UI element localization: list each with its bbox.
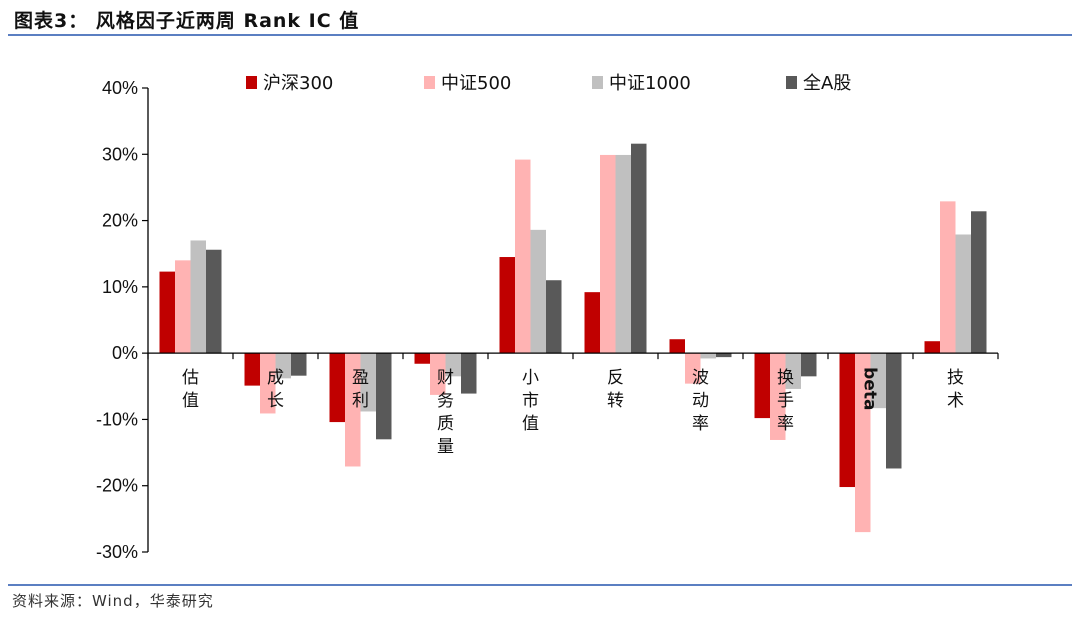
x-tick-label: 技术 <box>947 368 964 411</box>
bar-全A股-估值 <box>206 249 222 354</box>
bar-沪深300-财务质量 <box>414 353 430 364</box>
bar-中证500-波动率 <box>685 353 701 384</box>
x-tick-label: 盈利 <box>352 368 369 411</box>
bar-全A股-换手率 <box>801 353 817 377</box>
bar-全A股-波动率 <box>716 353 732 358</box>
bar-全A股-技术 <box>971 211 987 354</box>
bar-中证1000-估值 <box>190 240 206 354</box>
bar-全A股-beta <box>886 353 902 469</box>
bar-全A股-小市值 <box>546 280 562 354</box>
bar-沪深300-反转 <box>584 292 600 354</box>
bar-沪深300-波动率 <box>669 339 685 354</box>
bar-chart: 沪深300 中证500 中证1000 全A股 40% 30% 20% 10% 0% -10% -2… <box>96 73 999 562</box>
bar-沪深300-技术 <box>924 341 940 354</box>
bar-中证1000-财务质量 <box>445 353 461 377</box>
legend-label-全A股: 全A股 <box>803 73 851 94</box>
bar-中证1000-成长 <box>275 353 291 379</box>
bar-中证500-估值 <box>175 260 191 354</box>
bar-沪深300-beta <box>839 353 855 488</box>
bar-中证500-成长 <box>260 353 276 414</box>
footer-rule <box>8 584 1072 586</box>
bar-中证1000-反转 <box>615 154 631 354</box>
chart-legend: 沪深300 中证500 中证1000 全A股 <box>246 73 851 94</box>
bar-沪深300-换手率 <box>754 353 770 419</box>
bar-中证1000-beta <box>870 353 886 409</box>
bar-沪深300-小市值 <box>499 257 515 354</box>
x-tick-label: beta <box>860 367 880 410</box>
legend-swatch-全A股 <box>786 76 797 89</box>
bar-全A股-成长 <box>291 353 307 376</box>
x-tick-label: 小市值 <box>522 368 539 434</box>
x-tick-label: 估值 <box>182 368 199 411</box>
bar-中证1000-换手率 <box>785 353 801 389</box>
y-tick-label: -20% <box>96 476 138 496</box>
y-tick-label: 0% <box>112 343 138 363</box>
bar-中证1000-波动率 <box>700 353 716 359</box>
y-tick-label: -10% <box>96 409 138 429</box>
bar-中证1000-技术 <box>955 234 971 354</box>
legend-swatch-中证500 <box>424 76 435 89</box>
x-tick-label: 波动率 <box>692 368 709 434</box>
chart-bars <box>159 143 987 533</box>
bar-中证500-小市值 <box>515 159 531 354</box>
y-tick-label: 40% <box>102 78 138 98</box>
bar-中证1000-盈利 <box>360 353 376 412</box>
legend-swatch-中证1000 <box>592 76 603 89</box>
bar-沪深300-盈利 <box>329 353 345 423</box>
bar-沪深300-估值 <box>159 271 175 354</box>
y-tick-label: 20% <box>102 211 138 231</box>
legend-swatch-沪深300 <box>246 76 257 89</box>
bar-中证500-beta <box>855 353 871 533</box>
category-labels: 估值 成长 盈利 财务质量 小市值 反转 波动率 换手率 beta 技术 <box>182 367 964 457</box>
y-tick-label: -30% <box>96 542 138 562</box>
source-note: 资料来源：Wind，华泰研究 <box>12 592 214 610</box>
x-tick-label: 换手率 <box>777 368 794 434</box>
bar-沪深300-成长 <box>244 353 260 386</box>
bar-中证1000-小市值 <box>530 229 546 354</box>
x-tick-label: 成长 <box>267 368 284 411</box>
y-tick-label: 30% <box>102 144 138 164</box>
bar-中证500-反转 <box>600 154 616 354</box>
figure-title: 图表3： 风格因子近两周 Rank IC 值 <box>14 10 360 32</box>
title-rule <box>8 34 1072 36</box>
bar-中证500-技术 <box>940 201 956 354</box>
bar-中证500-换手率 <box>770 353 786 440</box>
x-tick-label: 财务质量 <box>437 368 454 457</box>
bar-全A股-反转 <box>631 143 647 354</box>
legend-label-沪深300: 沪深300 <box>263 73 333 94</box>
bar-全A股-财务质量 <box>461 353 477 394</box>
y-tick-label: 10% <box>102 277 138 297</box>
bar-中证500-财务质量 <box>430 353 446 395</box>
bar-中证500-盈利 <box>345 353 361 467</box>
legend-label-中证1000: 中证1000 <box>609 73 691 94</box>
chart-axes: 40% 30% 20% 10% 0% -10% -20% -30% <box>96 78 999 562</box>
legend-label-中证500: 中证500 <box>441 73 511 94</box>
x-tick-label: 反转 <box>607 368 624 411</box>
bar-全A股-盈利 <box>376 353 392 440</box>
